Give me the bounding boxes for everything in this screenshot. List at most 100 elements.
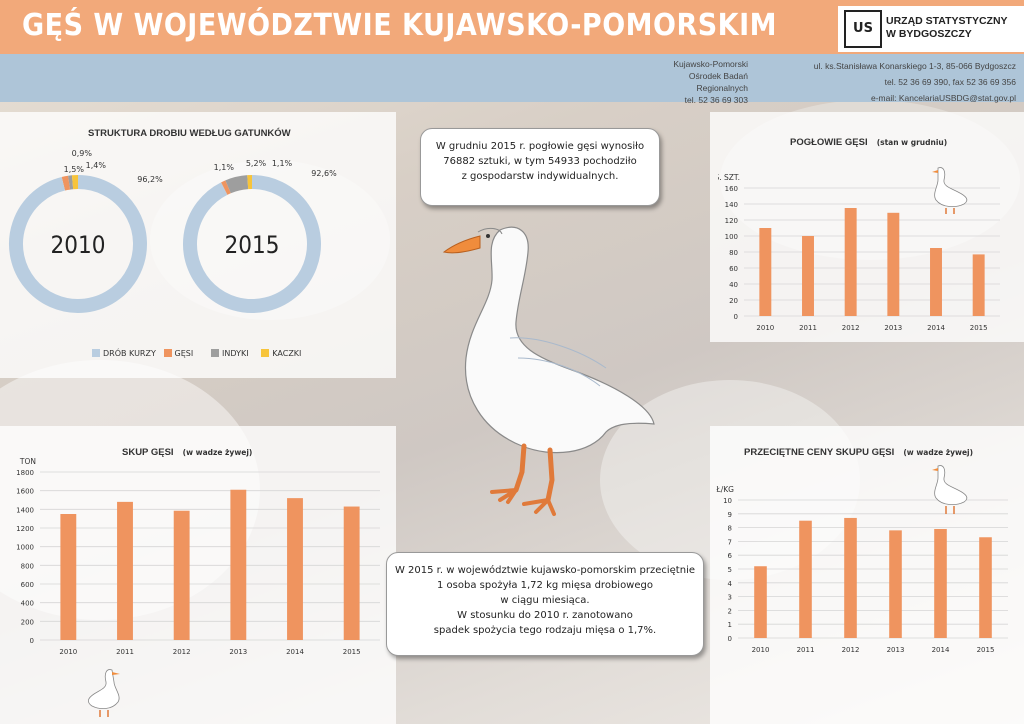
bar — [979, 537, 992, 638]
legend-label: KACZKI — [272, 349, 302, 358]
slice-value-label: 92,6% — [311, 169, 337, 178]
y-tick-label: 120 — [725, 217, 738, 225]
callout-line: W stosunku do 2010 r. zanotowano — [457, 610, 633, 621]
y-tick-label: 60 — [729, 265, 738, 273]
y-axis-label: ZŁ/KG — [716, 485, 734, 494]
y-tick-label: 1200 — [16, 525, 34, 533]
y-tick-label: 1400 — [16, 506, 34, 514]
y-tick-label: 80 — [729, 249, 738, 257]
callout-line: W 2015 r. w województwie kujawsko-pomors… — [394, 565, 695, 576]
donut-slice-gęsi — [61, 175, 71, 191]
contact-line: tel. 52 36 69 303 — [684, 95, 748, 105]
slice-value-label: 96,2% — [137, 175, 163, 184]
x-tick-label: 2010 — [59, 648, 77, 656]
slice-value-label: 5,2% — [246, 159, 267, 168]
legend-item-geese: GĘSI — [163, 349, 194, 358]
y-tick-label: 0 — [728, 635, 732, 643]
slice-value-label: 1,4% — [86, 161, 107, 170]
x-tick-label: 2011 — [799, 324, 817, 332]
x-tick-label: 2014 — [286, 648, 304, 656]
y-tick-label: 2 — [728, 607, 732, 615]
y-tick-label: 40 — [729, 281, 738, 289]
org-line1: URZĄD STATYSTYCZNY — [886, 15, 1008, 27]
info-bar — [0, 54, 1024, 102]
legend-label: DRÓB KURZY — [103, 349, 156, 358]
office-contact: ul. ks.Stanisława Konarskiego 1-3, 85-06… — [760, 58, 1016, 106]
species-structure-chart: 2010 96,2% 1,5% 0,9% 1,4% 2015 92,6% 1,1% 5,2% 1,… — [9, 149, 337, 313]
goose-icon — [88, 669, 120, 717]
x-tick-label: 2010 — [756, 324, 774, 332]
price-chart-title: PRZECIĘTNE CENY SKUPU GĘSI — [744, 447, 895, 458]
bar — [844, 208, 857, 316]
callout-line: 1 osoba spożyła 1,72 kg mięsa drobiowego — [437, 580, 653, 591]
legend-item-ducks: KACZKI — [261, 349, 301, 358]
stock-callout: W grudniu 2015 r. pogłowie gęsi wynosiło… — [420, 128, 660, 206]
y-tick-label: 7 — [728, 538, 732, 546]
contact-line: Regionalnych — [696, 83, 748, 93]
bar — [972, 254, 985, 316]
purchase-chart-subtitle: (w wadze żywej) — [182, 448, 253, 457]
bar — [930, 248, 942, 316]
donut-slice-gęsi — [221, 180, 231, 195]
callout-line: W grudniu 2015 r. pogłowie gęsi wynosiło — [435, 141, 645, 152]
legend-item-turkeys: INDYKI — [211, 349, 249, 358]
y-axis-label: TON — [19, 457, 36, 466]
bar — [230, 489, 247, 640]
research-center-contact: Kujawsko-Pomorski Ośrodek Badań Regional… — [640, 58, 748, 106]
stock-chart-subtitle: (stan w grudniu) — [876, 138, 948, 147]
contact-line: Ośrodek Badań — [688, 71, 748, 81]
x-tick-label: 2015 — [970, 324, 988, 332]
structure-chart-title: STRUKTURA DROBIU WEDŁUG GATUNKÓW — [88, 128, 291, 139]
legend-label: INDYKI — [222, 349, 249, 358]
page-title: GĘŚ W WOJEWÓDZTWIE KUJAWSKO-POMORSKIM — [22, 8, 777, 43]
y-tick-label: 1000 — [16, 544, 34, 552]
x-tick-label: 2013 — [229, 648, 247, 656]
goose-illustration — [442, 226, 655, 516]
y-tick-label: 1 — [728, 621, 732, 629]
y-tick-label: 0 — [30, 637, 34, 645]
slice-value-label: 1,1% — [214, 163, 235, 172]
y-tick-label: 1600 — [16, 488, 34, 496]
goose-purchase-chart: TON 0 200 400 600 800 1000 1200 1400 1600 1800 2010… — [16, 457, 380, 656]
bar — [173, 510, 190, 640]
goose-icon — [932, 167, 968, 214]
y-tick-label: 140 — [725, 201, 738, 209]
y-tick-label: 160 — [725, 185, 738, 193]
bar — [287, 498, 303, 640]
y-tick-label: 0 — [734, 313, 738, 321]
donut-center-label: 2015 — [225, 231, 280, 259]
callout-line: spadek spożycia tego rodzaju mięsa o 1,7… — [433, 625, 657, 636]
bar — [889, 530, 902, 638]
x-tick-label: 2015 — [977, 646, 995, 654]
logo: US URZĄD STATYSTYCZNY W BYDGOSZCZY — [838, 6, 1024, 52]
goose-icon — [932, 465, 968, 514]
y-tick-label: 4 — [728, 580, 733, 588]
x-tick-label: 2015 — [343, 648, 361, 656]
bar — [343, 506, 360, 640]
x-tick-label: 2012 — [842, 324, 860, 332]
y-tick-label: 100 — [725, 233, 738, 241]
y-tick-label: 8 — [728, 525, 732, 533]
y-tick-label: 400 — [21, 600, 34, 608]
callout-line: z gospodarstw indywidualnych. — [461, 171, 619, 182]
bar — [759, 228, 772, 316]
x-tick-label: 2013 — [884, 324, 902, 332]
purchase-chart-heading: SKUP GĘSI (w wadze żywej) — [122, 440, 252, 459]
x-tick-label: 2011 — [116, 648, 134, 656]
species-structure-panel — [0, 112, 396, 378]
y-tick-label: 20 — [729, 297, 738, 305]
bar — [844, 517, 857, 638]
donut-slice-indyki — [225, 175, 249, 194]
legend-label: GĘSI — [174, 349, 194, 358]
donut-slice-drób-kurzy — [183, 175, 321, 313]
y-tick-label: 10 — [723, 497, 732, 505]
y-axis-label: TYS. SZT. — [718, 173, 740, 182]
bar — [887, 212, 900, 316]
x-tick-label: 2013 — [887, 646, 905, 654]
donut-slice-drób-kurzy — [9, 175, 147, 313]
slice-value-label: 1,1% — [272, 159, 293, 168]
x-tick-label: 2011 — [797, 646, 815, 654]
contact-line: Kujawsko-Pomorski — [673, 59, 748, 69]
org-line2: W BYDGOSZCZY — [886, 28, 972, 40]
purchase-chart-title: SKUP GĘSI — [122, 447, 174, 458]
